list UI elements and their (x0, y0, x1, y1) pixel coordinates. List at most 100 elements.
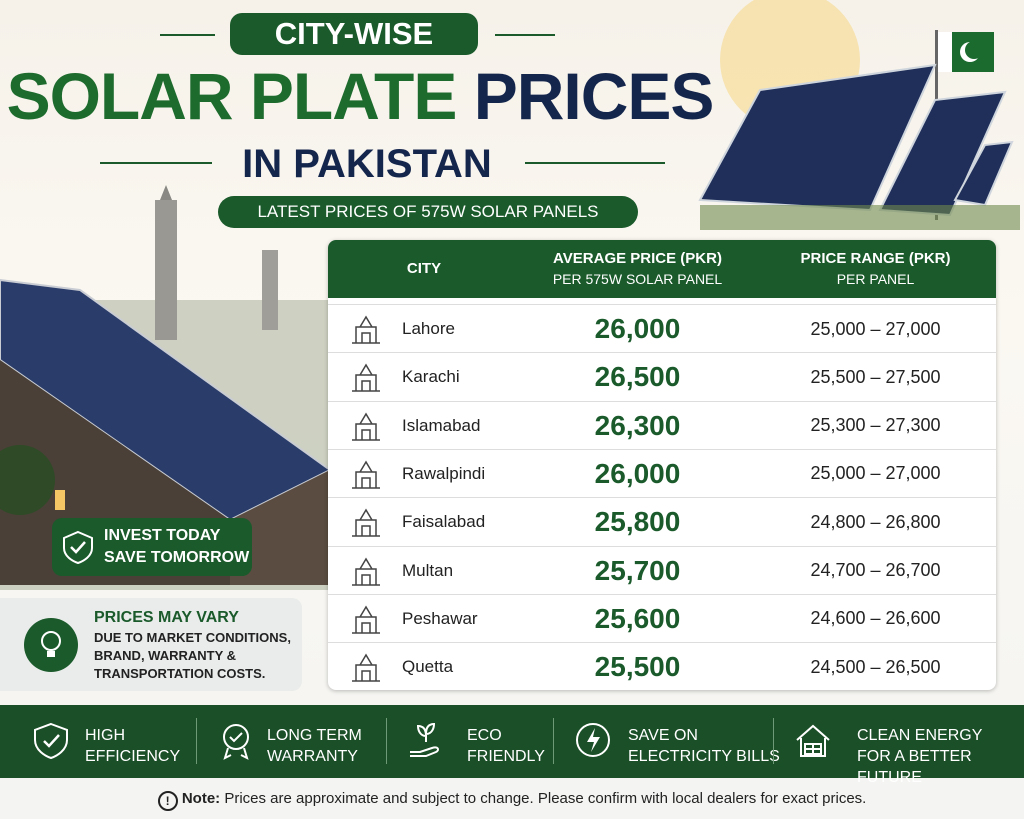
city-name: Karachi (402, 367, 460, 387)
landmark-icon (352, 653, 380, 682)
table-row: Faisalabad 25,800 24,800 – 26,800 (328, 497, 996, 546)
city-icon (348, 361, 384, 393)
landmark-icon (352, 412, 380, 441)
footnote: ! Note: Prices are approximate and subje… (0, 790, 1024, 811)
footnote-text: Prices are approximate and subject to ch… (224, 790, 867, 807)
table-row: Peshawar 25,600 24,600 – 26,600 (328, 593, 996, 643)
feature-line: ECO (467, 727, 502, 744)
landmark-icon (352, 363, 380, 393)
price-range: 25,000 – 27,000 (810, 463, 941, 484)
feature-line: WARRANTY (267, 748, 358, 765)
feature-line: HIGH (85, 727, 125, 744)
price-range: 24,500 – 26,500 (810, 656, 941, 677)
average-price: 25,500 (594, 651, 681, 683)
notice-line: TRANSPORTATION COSTS. (94, 666, 266, 681)
icon (410, 722, 440, 757)
feature-line: FOR A BETTER FUTURE (857, 748, 972, 786)
divider (553, 718, 554, 764)
notice-line: DUE TO MARKET CONDITIONS, (94, 630, 291, 645)
city-icon (348, 555, 384, 587)
city-name: Faisalabad (402, 512, 486, 532)
city-name: Lahore (402, 319, 455, 338)
city-icon (348, 410, 384, 442)
column-title: PRICE RANGE (PKR) (800, 250, 951, 267)
feature-line: CLEAN ENERGY (857, 727, 983, 744)
average-price: 25,600 (594, 602, 681, 634)
rule (100, 162, 212, 164)
invest-line: SAVE TOMORROW (104, 549, 250, 566)
feature-icon (575, 722, 615, 762)
landmark-icon (352, 557, 380, 586)
column-title: CITY (406, 260, 442, 277)
feature-icon (218, 722, 258, 762)
feature-text: CLEAN ENERGY FOR A BETTER FUTURE (857, 725, 1024, 788)
average-price: 26,000 (594, 313, 681, 344)
invest-line: INVEST TODAY (104, 527, 221, 544)
table-row: Quetta 25,500 24,500 – 26,500 (328, 642, 996, 690)
column-subtitle: PER 575W SOLAR PANEL (552, 271, 723, 287)
icon (576, 723, 610, 757)
invest-badge: INVEST TODAY SAVE TOMORROW (52, 518, 252, 576)
average-price: 26,000 (594, 457, 681, 489)
divider (196, 718, 197, 764)
average-price: 26,500 (594, 361, 681, 393)
table-row: Islamabad 26,300 25,300 – 27,300 (328, 400, 996, 450)
table-row: Lahore 26,000 25,000 – 27,000 (328, 304, 996, 353)
shield-icon (63, 530, 93, 564)
feature-line: EFFICIENCY (85, 748, 181, 765)
badge: CITY-WISE (230, 13, 478, 55)
average-price: 25,800 (594, 506, 681, 538)
column-subtitle: PER PANEL (836, 271, 915, 287)
column-header: CITY (328, 240, 520, 298)
subtitle: IN PAKISTAN (242, 142, 492, 186)
average-price: 25,700 (594, 554, 681, 586)
feature-band (0, 705, 1024, 778)
city-name: Rawalpindi (402, 463, 486, 483)
feature-line: FRIENDLY (467, 748, 545, 765)
city-icon (348, 603, 384, 635)
city-icon (348, 458, 384, 490)
title-dark: PRICES (473, 59, 715, 133)
city-name: Quetta (402, 657, 454, 677)
footnote-label: Note: (181, 790, 221, 807)
notice: PRICES MAY VARY DUE TO MARKET CONDITIONS… (0, 598, 302, 691)
city-name: Islamabad (402, 415, 481, 435)
price-range: 25,500 – 27,500 (810, 366, 941, 387)
feature-text: ECO FRIENDLY (467, 725, 545, 767)
notice-line: BRAND, WARRANTY & (94, 648, 237, 663)
table-row: Multan 25,700 24,700 – 26,700 (328, 545, 996, 595)
city-name: Multan (402, 560, 454, 580)
feature-icon (408, 722, 448, 762)
icon (223, 724, 249, 760)
title-green: SOLAR PLATE (6, 59, 458, 133)
landmark-icon (352, 605, 380, 634)
city-name: Peshawar (402, 608, 478, 628)
price-range: 24,600 – 26,600 (810, 608, 941, 629)
info-icon: ! (157, 791, 178, 811)
price-range: 24,800 – 26,800 (810, 511, 941, 532)
city-icon (348, 313, 384, 345)
divider (386, 718, 387, 764)
feature-text: SAVE ON ELECTRICITY BILLS (628, 725, 780, 767)
ribbon: LATEST PRICES OF 575W SOLAR PANELS (218, 196, 638, 228)
price-table: CITY AVERAGE PRICE (PKR) PER 575W SOLAR PA… (328, 240, 996, 690)
rule (525, 162, 665, 164)
feature-line: SAVE ON (628, 727, 698, 744)
icon (34, 722, 68, 760)
feature-icon (33, 722, 73, 762)
bulb-icon (24, 618, 78, 672)
landmark-icon (352, 315, 380, 344)
feature-text: LONG TERM WARRANTY (267, 725, 362, 767)
table-row: Rawalpindi 26,000 25,000 – 27,000 (328, 448, 996, 498)
feature-line: ELECTRICITY BILLS (628, 748, 780, 765)
city-icon (348, 651, 384, 683)
landmark-icon (352, 460, 380, 489)
feature-text: HIGH EFFICIENCY (85, 725, 180, 767)
column-title: AVERAGE PRICE (PKR) (553, 250, 722, 267)
price-range: 25,000 – 27,000 (810, 318, 941, 339)
title: SOLAR PLATE PRICES (0, 58, 720, 134)
notice-title: PRICES MAY VARY (94, 609, 239, 626)
column-header: AVERAGE PRICE (PKR) PER 575W SOLAR PANEL (520, 240, 755, 298)
table-row: Karachi 26,500 25,500 – 27,500 (328, 352, 996, 401)
